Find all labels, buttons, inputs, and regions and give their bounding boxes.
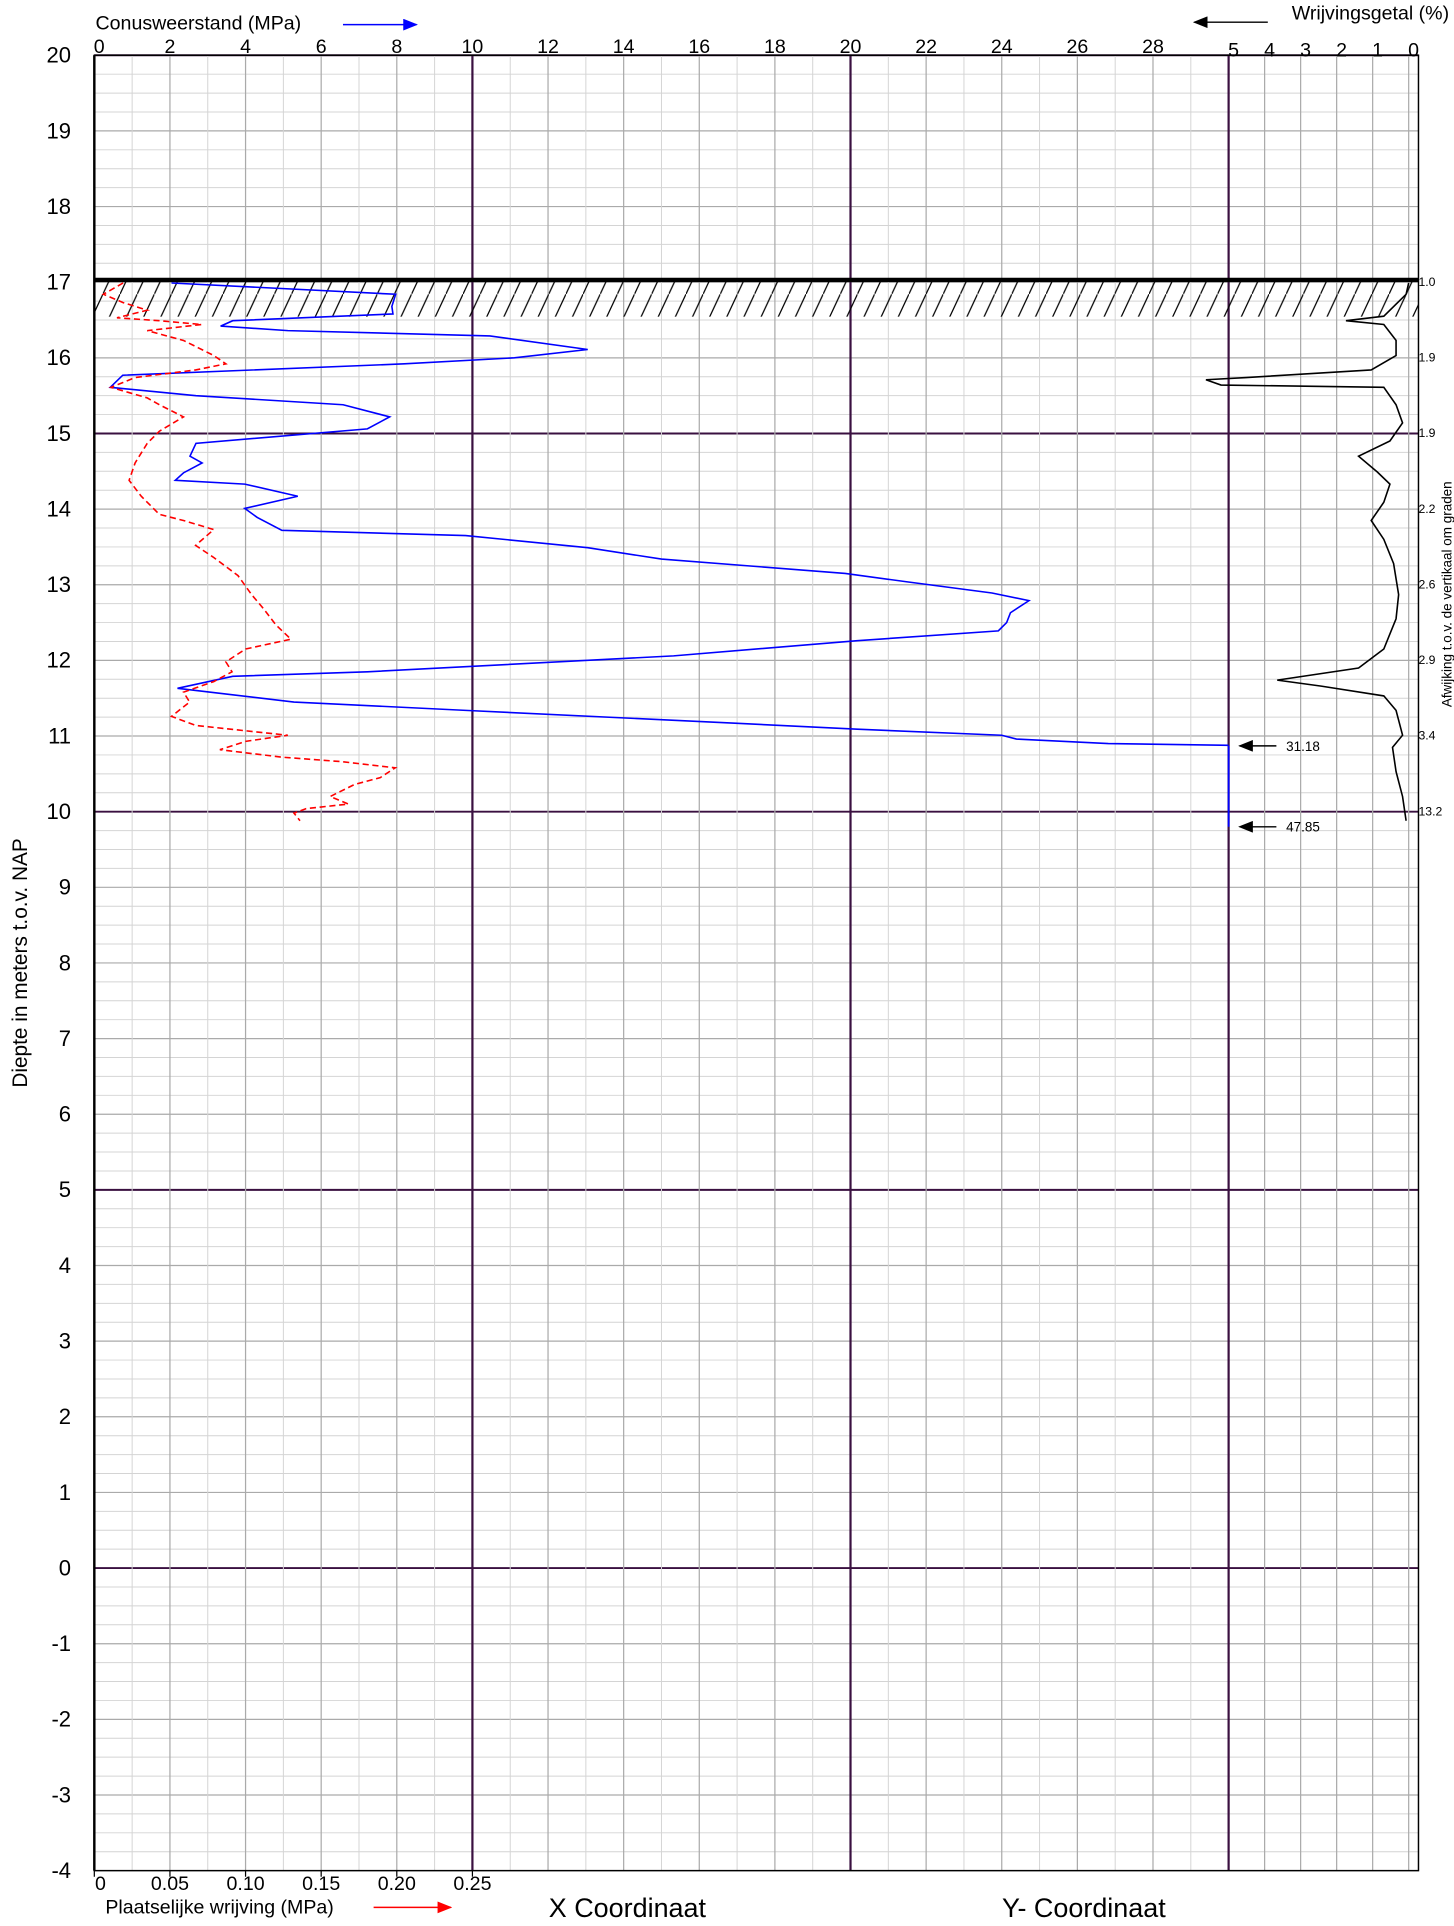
qc-tick-label: 26 [1066,36,1088,58]
y-tick-label: 4 [59,1253,71,1278]
qc-tick-label: 0 [94,36,105,58]
y-tick-label: 13 [47,572,72,597]
fs-tick-label: 0.05 [151,1873,189,1895]
rf-tick-label: 3 [1300,39,1311,61]
y-tick-label: 9 [59,875,71,900]
qc-tick-label: 20 [840,36,862,58]
rf-tick-label: 4 [1264,39,1275,61]
y-tick-label: 8 [59,950,71,975]
fs-tick-label: 0 [95,1873,106,1895]
y-tick-label: 6 [59,1102,71,1127]
fs-tick-label: 0.20 [378,1873,416,1895]
inclination-label: 1.9 [1418,351,1435,365]
y-tick-label: 2 [59,1404,71,1429]
y-tick-label: 11 [48,723,71,748]
ground-hatch [94,279,1419,317]
qc-tick-label: 10 [462,36,484,58]
inclination-label: 13.2 [1418,804,1442,818]
y-tick-label: 0 [59,1555,71,1580]
qc-tick-label: 8 [391,36,402,58]
x-coordinate-label: X Coordinaat [549,1893,707,1921]
off-scale-label: 47.85 [1286,820,1320,835]
qc-tick-label: 22 [915,36,937,58]
rf-tick-label: 1 [1372,39,1383,61]
y-tick-label: 3 [59,1328,71,1353]
series-line [1205,282,1410,821]
y-tick-label: 1 [59,1480,71,1505]
labels: Conusweerstand (MPa) Wrijvingsgetal (%) … [9,3,1454,1923]
rf-tick-label: 5 [1228,39,1239,61]
rf-tick-label: 2 [1336,39,1347,61]
y-tick-label: -3 [51,1782,71,1807]
inclination-title: Afwijking t.o.v. de vertikaal om graden [1440,481,1454,707]
y-tick-label: -1 [51,1631,71,1656]
y-coordinate-label: Y- Coordinaat [1002,1893,1166,1921]
qc-tick-label: 14 [613,36,635,58]
qc-tick-label: 16 [688,36,710,58]
y-tick-label: 18 [47,194,72,219]
y-tick-label: 7 [59,1026,71,1051]
y-tick-label: 19 [47,118,72,143]
data [94,277,1419,833]
off-scale-label: 31.18 [1286,739,1320,754]
y-axis-title: Diepte in meters t.o.v. NAP [9,838,32,1087]
rf-axis-title: Wrijvingsgetal (%) [1292,3,1449,25]
inclination-label: 1.9 [1418,426,1435,440]
y-tick-label: -4 [51,1858,71,1883]
inclination-label: 2.9 [1418,653,1435,667]
y-tick-label: -2 [51,1707,71,1732]
y-tick-label: 12 [47,648,72,673]
y-tick-label: 10 [47,799,72,824]
y-tick-label: 20 [47,43,72,68]
y-tick-label: 5 [59,1177,71,1202]
y-tick-label: 16 [47,345,72,370]
qc-tick-label: 2 [164,36,175,58]
fs-tick-label: 0.25 [453,1873,491,1895]
fs-tick-label: 0.15 [302,1873,340,1895]
inclination-label: 2.2 [1418,502,1435,516]
inclination-label: 1.0 [1418,275,1435,289]
qc-tick-label: 18 [764,36,786,58]
inclination-label: 3.4 [1418,729,1435,743]
qc-axis-title: Conusweerstand (MPa) [96,13,302,35]
series-line [101,282,398,822]
series-line [108,282,1229,747]
rf-tick-label: 0 [1408,39,1419,61]
grid [93,54,1420,1877]
qc-tick-label: 24 [991,36,1013,58]
y-tick-label: 14 [47,496,72,521]
fs-axis-title: Plaatselijke wrijving (MPa) [105,1897,333,1919]
y-tick-label: 17 [47,270,72,295]
qc-tick-label: 28 [1142,36,1164,58]
inclination-label: 2.6 [1418,577,1435,591]
qc-tick-label: 6 [316,36,327,58]
qc-tick-label: 4 [240,36,251,58]
fs-tick-label: 0.10 [227,1873,265,1895]
y-tick-label: 15 [47,421,72,446]
qc-tick-label: 12 [537,36,559,58]
